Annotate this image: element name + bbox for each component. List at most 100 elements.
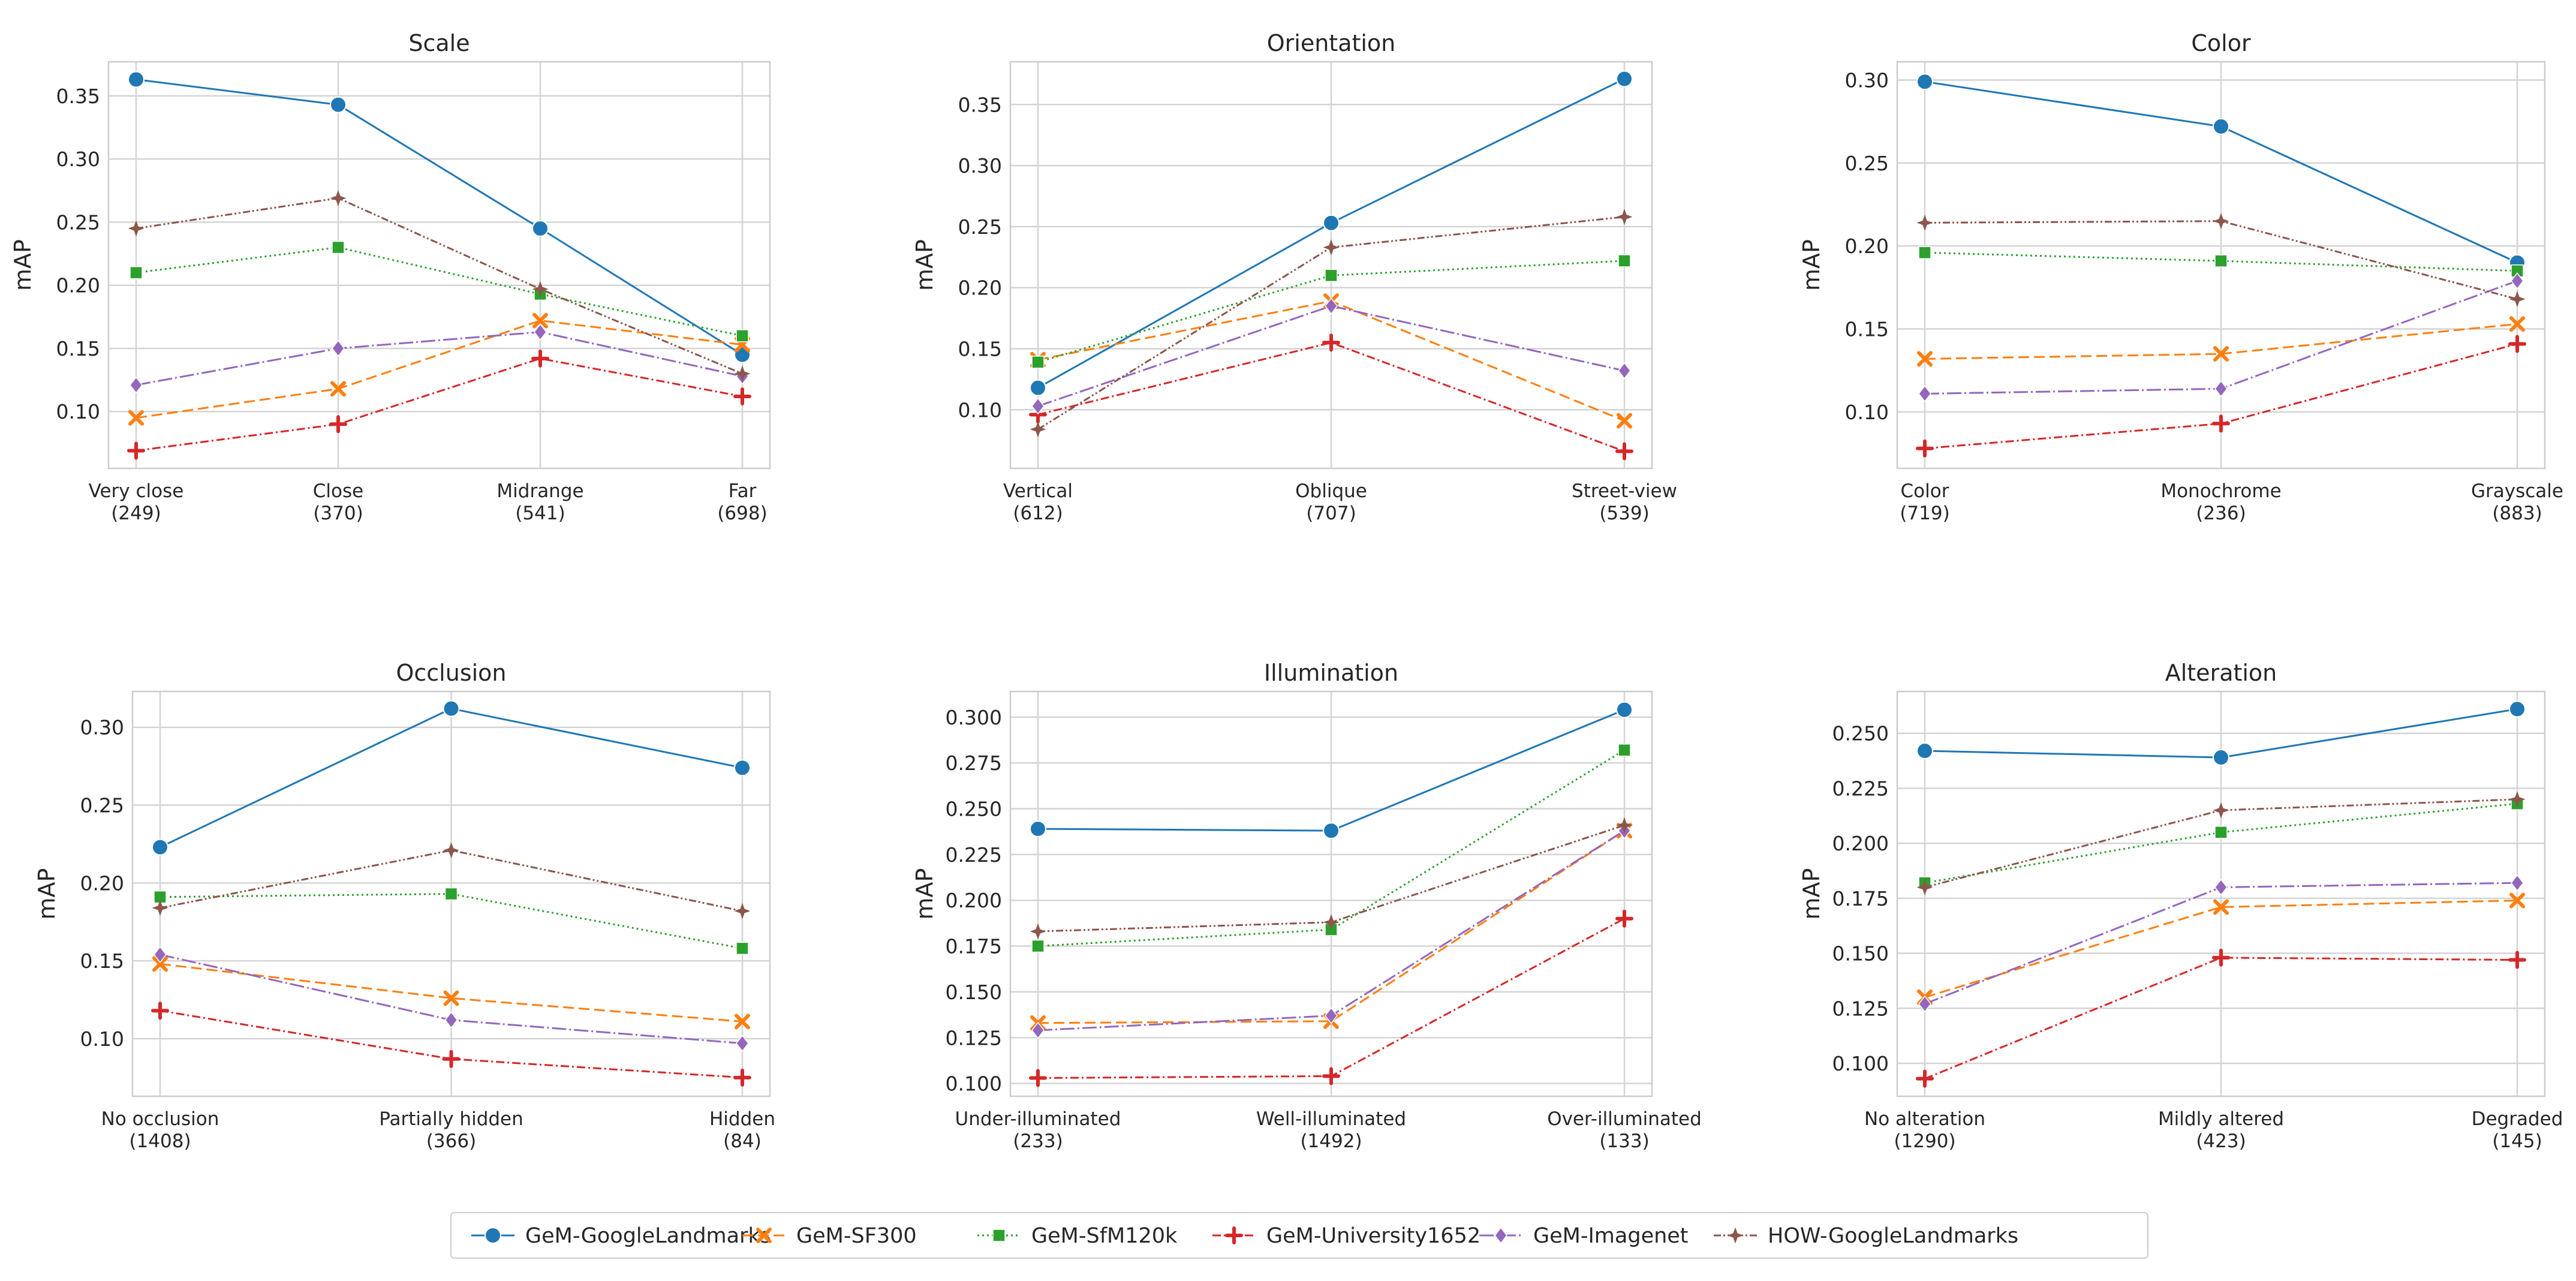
- y-tick-label: 0.200: [1832, 832, 1889, 855]
- data-point-gem-sfm120k: [2214, 826, 2228, 839]
- chart-panels: 0.10 0.15 0.20 0.25 0.30 0.35 Very close (249) C…: [10, 30, 2563, 1152]
- series-gem-googlelandmarks: [1030, 701, 1633, 840]
- data-point-gem-googlelandmarks: [734, 759, 751, 777]
- data-point-gem-imagenet: [130, 376, 143, 394]
- axes-frame: [131, 690, 771, 1097]
- data-point-gem-imagenet: [2214, 380, 2228, 398]
- data-point-gem-sfm120k: [736, 942, 749, 955]
- panel-alteration: 0.100 0.125 0.150 0.175 0.200 0.225 0.250 No al…: [1798, 660, 2563, 1152]
- data-point-gem-imagenet: [2511, 272, 2524, 290]
- data-point-how-googlelandmarks: [2509, 291, 2526, 308]
- data-point-how-googlelandmarks: [734, 903, 751, 919]
- data-point-gem-sf300: [330, 381, 346, 397]
- series-gem-sfm120k: [1031, 254, 1631, 369]
- data-point-gem-sfm120k: [130, 266, 143, 279]
- data-point-how-googlelandmarks: [2509, 791, 2526, 808]
- y-tick-label: 0.10: [958, 398, 1002, 422]
- data-point-gem-sf300: [2509, 316, 2525, 332]
- series-line-gem-sf300: [160, 963, 743, 1023]
- data-point-gem-university1652: [531, 349, 549, 368]
- series-gem-university1652: [151, 1002, 751, 1087]
- data-point-gem-imagenet: [154, 946, 167, 963]
- y-tick-label: 0.20: [958, 276, 1002, 300]
- series-gem-imagenet: [1031, 297, 1631, 415]
- series-line-gem-sf300: [1037, 829, 1625, 1024]
- data-point-how-googlelandmarks: [128, 220, 145, 237]
- series-how-googlelandmarks: [1916, 213, 2526, 308]
- data-point-gem-imagenet: [534, 323, 547, 341]
- data-point-gem-university1652: [2508, 951, 2526, 969]
- series-gem-sf300: [1917, 316, 2525, 367]
- x-tick-label: Grayscale (883): [2471, 480, 2563, 524]
- y-tick-label: 0.225: [1832, 777, 1889, 800]
- legend-label: GeM-SfM120k: [1031, 1224, 1178, 1248]
- data-point-gem-sf300: [1917, 351, 1933, 367]
- legend-entry-gem-university1652: GeM-University1652: [1212, 1224, 1480, 1248]
- data-point-gem-university1652: [1322, 1067, 1340, 1085]
- y-tick-label: 0.125: [946, 1026, 1002, 1050]
- x-tick-label: Partially hidden (366): [379, 1108, 523, 1152]
- data-point-gem-sfm120k: [444, 887, 458, 901]
- data-point-how-googlelandmarks: [152, 900, 168, 916]
- y-tick-label: 0.25: [56, 211, 100, 234]
- x-tick-label: Monochrome (236): [2160, 480, 2281, 524]
- y-tick-label: 0.30: [1845, 68, 1889, 92]
- y-tick-label: 0.250: [946, 797, 1002, 820]
- y-tick-label: 0.10: [1845, 401, 1889, 424]
- x-tick-label: No occlusion (1408): [101, 1108, 219, 1152]
- axes-frame: [1896, 690, 2546, 1097]
- series-line-gem-sf300: [1924, 900, 2518, 999]
- y-axis-label: mAP: [911, 868, 938, 920]
- legend-marker: [1494, 1226, 1507, 1244]
- data-point-how-googlelandmarks: [1616, 817, 1633, 834]
- y-tick-label: 0.125: [1832, 997, 1889, 1020]
- data-point-how-googlelandmarks: [734, 365, 751, 382]
- series-how-googlelandmarks: [1030, 209, 1633, 438]
- axes-frame: [1009, 61, 1653, 470]
- y-tick-label: 0.150: [946, 981, 1002, 1004]
- series-line-gem-sf300: [136, 320, 743, 419]
- legend-label: HOW-GoogleLandmarks: [1768, 1224, 2018, 1248]
- legend-label: GeM-University1652: [1266, 1224, 1480, 1248]
- data-point-gem-university1652: [1615, 909, 1633, 928]
- x-tick-label: Over-illuminated (133): [1547, 1108, 1702, 1152]
- series-gem-sf300: [152, 956, 750, 1030]
- panel-illumination: 0.100 0.125 0.150 0.175 0.200 0.225 0.250 0.275…: [911, 660, 1702, 1152]
- data-point-how-googlelandmarks: [1916, 879, 1933, 895]
- y-tick-label: 0.100: [1832, 1052, 1889, 1075]
- y-tick-label: 0.15: [56, 337, 100, 360]
- data-point-how-googlelandmarks: [2213, 802, 2229, 819]
- data-point-gem-university1652: [1615, 442, 1633, 461]
- data-point-gem-sfm120k: [1918, 246, 1931, 259]
- y-axis-label: mAP: [34, 868, 60, 920]
- series-line-gem-sfm120k: [136, 246, 743, 337]
- series-line-how-googlelandmarks: [1924, 220, 2518, 300]
- series-gem-googlelandmarks: [152, 700, 751, 856]
- data-point-gem-imagenet: [1325, 297, 1338, 315]
- y-tick-label: 0.10: [56, 400, 100, 423]
- data-point-gem-sfm120k: [1031, 356, 1045, 369]
- y-tick-label: 0.30: [56, 148, 100, 171]
- series-how-googlelandmarks: [128, 190, 751, 382]
- y-tick-label: 0.25: [958, 215, 1002, 239]
- x-tick-label: Midrange (541): [496, 480, 583, 524]
- data-point-gem-university1652: [1029, 1069, 1047, 1087]
- data-point-gem-imagenet: [1031, 397, 1045, 415]
- axes-frame: [1009, 690, 1653, 1097]
- series-gem-university1652: [1916, 948, 2526, 1088]
- data-point-gem-university1652: [2508, 335, 2526, 353]
- y-tick-label: 0.15: [80, 949, 124, 973]
- data-point-gem-googlelandmarks: [128, 71, 145, 88]
- series-gem-university1652: [1029, 333, 1633, 461]
- data-point-gem-googlelandmarks: [1616, 70, 1633, 88]
- data-point-gem-university1652: [127, 441, 145, 460]
- legend-entry-gem-googlelandmarks: GeM-GoogleLandmarks: [471, 1224, 771, 1248]
- panel-scale: 0.10 0.15 0.20 0.25 0.30 0.35 Very close (249) C…: [10, 30, 771, 524]
- data-point-how-googlelandmarks: [1616, 209, 1633, 225]
- series-line-gem-university1652: [1037, 341, 1625, 452]
- legend-marker: [756, 1228, 772, 1243]
- data-point-gem-sfm120k: [332, 240, 345, 254]
- legend-label: GeM-SF300: [796, 1224, 917, 1248]
- data-point-gem-sfm120k: [736, 329, 749, 342]
- series-line-gem-sfm120k: [1037, 260, 1625, 363]
